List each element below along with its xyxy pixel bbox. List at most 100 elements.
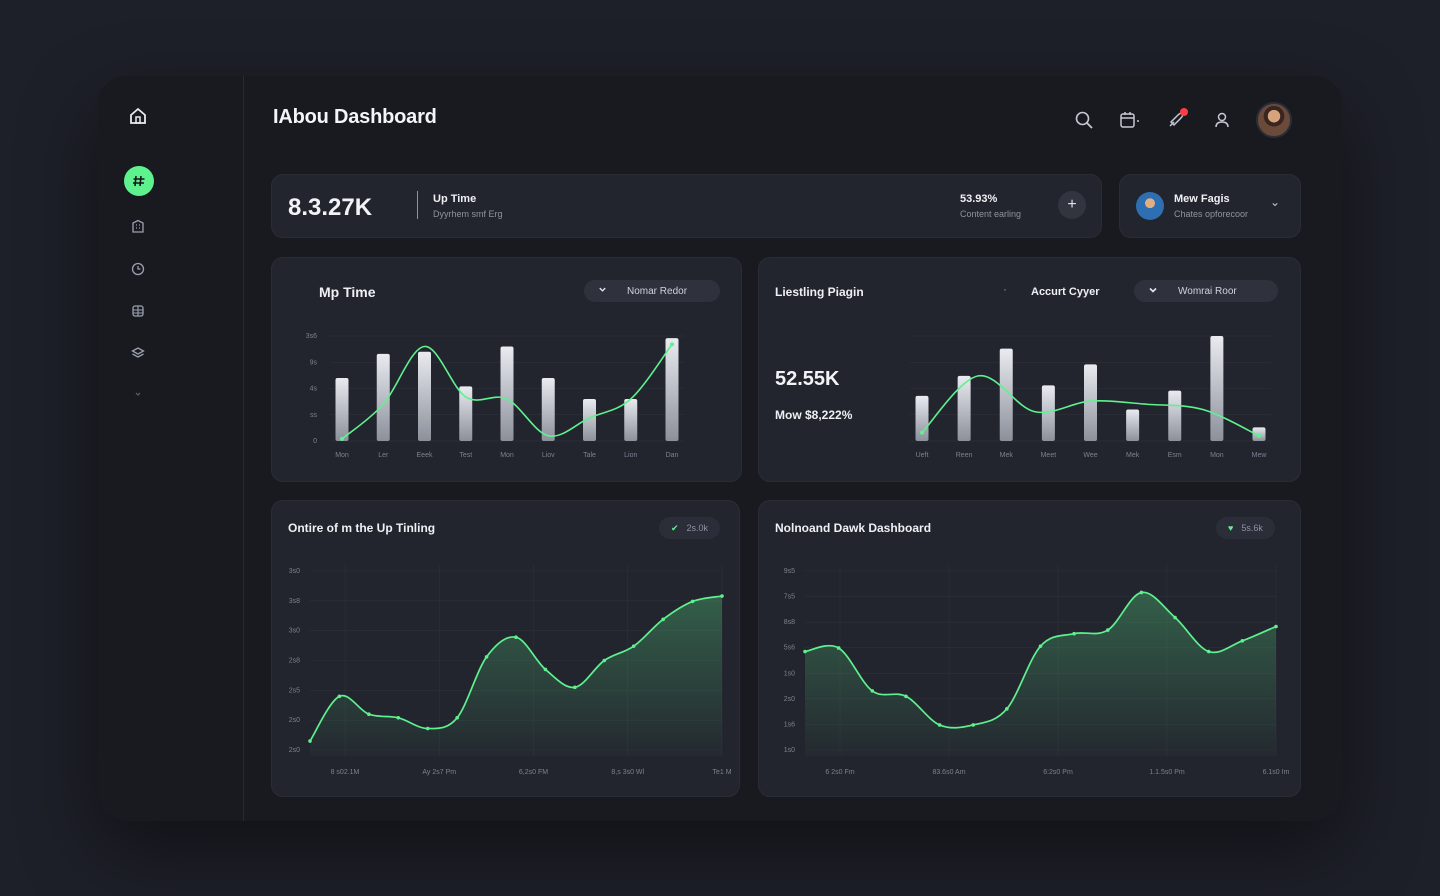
bar	[459, 386, 473, 441]
chevron-down-icon[interactable]: ⌄	[1269, 195, 1280, 209]
x-tick-label: Mek	[1000, 452, 1014, 459]
line-point	[937, 723, 942, 727]
line-point	[602, 658, 607, 663]
liestling-chart: Ueft Reen Mek Meet Wee Mek Esm Mon Mew	[910, 335, 1271, 459]
type-dropdown[interactable]: Womrai Roor	[1134, 280, 1278, 302]
add-button[interactable]: +	[1058, 191, 1086, 219]
bar	[1168, 390, 1182, 441]
summary-percent-subtitle: Content earling	[960, 209, 1022, 219]
bar	[624, 399, 638, 441]
layers-icon[interactable]	[124, 339, 152, 367]
status-badge: ✔ 2s.0k	[659, 517, 721, 539]
clock-icon[interactable]	[124, 255, 152, 283]
home-icon[interactable]	[124, 102, 152, 130]
check-icon: ✔	[671, 522, 679, 533]
y-tick-label: 3s8	[289, 598, 300, 605]
bar	[418, 351, 431, 441]
chart-title: Ontire of m the Up Tinling	[288, 521, 436, 535]
line-point	[514, 635, 518, 640]
profile-card[interactable]: Mew Fagis Chates opforecoor ⌄	[1119, 174, 1301, 238]
line-point	[484, 655, 489, 659]
summary-percent: 53.93%	[960, 193, 998, 205]
x-tick-label: 8,s 3s0 Wl	[611, 769, 644, 776]
line-point	[573, 685, 577, 690]
dashboard-window: IAbou Dashboard 8.3.27K Up Time Dyyrhem …	[98, 76, 1342, 821]
line-point	[1038, 644, 1043, 648]
filter-label[interactable]: Accurt Cyyer	[1031, 286, 1100, 298]
kpi-value: 52.55K	[775, 368, 840, 390]
x-tick-label: Eeek	[417, 452, 433, 459]
y-tick-label: 3s0	[289, 568, 300, 575]
line-point	[1173, 615, 1177, 620]
uptime-label: Up Time	[433, 193, 477, 205]
x-tick-label: Meet	[1041, 452, 1057, 459]
chevron-down-icon[interactable]	[124, 380, 152, 408]
badge-value: 5s.6k	[1241, 523, 1263, 533]
y-tick-label: 5s6	[784, 645, 795, 652]
dawk-dashboard-card: Nolnoand Dawk Dashboard ♥ 5s.6k 9s5 7s5 8s…	[758, 500, 1301, 797]
hash-icon[interactable]	[124, 166, 154, 196]
heart-icon: ♥	[1228, 523, 1234, 533]
x-tick-label: 8 s02.1M	[331, 769, 360, 776]
x-tick-label: Reen	[956, 452, 973, 459]
calendar-icon[interactable]	[1118, 108, 1142, 132]
bar	[376, 353, 390, 441]
x-tick-label: 6 2s0 Fm	[825, 769, 854, 776]
line-point	[803, 649, 807, 654]
y-tick-label: 3s0	[289, 628, 300, 635]
x-tick-label: Tale	[583, 452, 596, 459]
x-tick-label: Test	[459, 452, 472, 459]
bar	[999, 348, 1013, 441]
chart-title: Nolnoand Dawk Dashboard	[775, 521, 932, 535]
y-tick-label: ss	[310, 412, 318, 419]
rocket-icon[interactable]	[1164, 108, 1188, 132]
bar	[1041, 385, 1055, 441]
building-icon[interactable]	[124, 212, 152, 240]
y-tick-label: 0	[313, 438, 317, 445]
summary-card: 8.3.27K Up Time Dyyrhem smf Erg 53.93% C…	[271, 174, 1102, 238]
x-tick-label: Wee	[1083, 452, 1097, 459]
page-title: IAbou Dashboard	[273, 106, 437, 128]
bar	[1126, 409, 1140, 441]
summary-big-value: 8.3.27K	[288, 194, 373, 221]
line-point	[1206, 649, 1211, 654]
y-tick-label: 2s8	[289, 658, 300, 665]
database-icon[interactable]	[124, 297, 152, 325]
dropdown-label: Womrai Roor	[1178, 285, 1237, 297]
y-tick-label: 1s6	[784, 721, 795, 728]
x-tick-label: Esm	[1168, 452, 1182, 459]
mp-time-card: Mp Time Nomar Redor 3s6 9s 4s ss 0 Mon Ler Eeek…	[271, 257, 742, 482]
line-point	[1274, 624, 1278, 629]
x-tick-label: Mon	[1210, 452, 1224, 459]
line-point	[720, 594, 724, 598]
line-point	[920, 430, 924, 435]
line-point	[455, 715, 459, 720]
x-tick-label: Ler	[378, 452, 389, 459]
x-tick-label: Ay 2s7 Pm	[422, 769, 456, 776]
user-icon[interactable]	[1210, 108, 1234, 132]
line-point	[308, 739, 312, 743]
avatar[interactable]	[1256, 102, 1292, 138]
profile-name: Mew Fagis	[1174, 193, 1230, 205]
chart-title: Mp Time	[319, 284, 376, 300]
line-point	[836, 646, 841, 650]
bar	[335, 378, 349, 441]
status-badge: ♥ 5s.6k	[1216, 517, 1275, 539]
y-tick-label: 1s0	[784, 670, 795, 677]
notification-dot	[1180, 108, 1188, 116]
search-icon[interactable]	[1072, 108, 1096, 132]
x-tick-label: Te1 M	[712, 769, 731, 776]
line-point	[1257, 433, 1261, 438]
x-tick-label: Mon	[500, 452, 514, 459]
x-tick-label: Ueft	[916, 452, 929, 459]
y-tick-label: 2s0	[784, 696, 795, 703]
line-point	[1072, 631, 1076, 636]
line-point	[631, 644, 636, 648]
bar	[541, 378, 555, 441]
line-point	[1005, 707, 1009, 711]
series-line	[921, 375, 1260, 437]
bar	[957, 375, 971, 441]
time-range-dropdown[interactable]: Nomar Redor	[584, 280, 720, 302]
line-point	[971, 723, 976, 727]
bar	[500, 346, 514, 441]
